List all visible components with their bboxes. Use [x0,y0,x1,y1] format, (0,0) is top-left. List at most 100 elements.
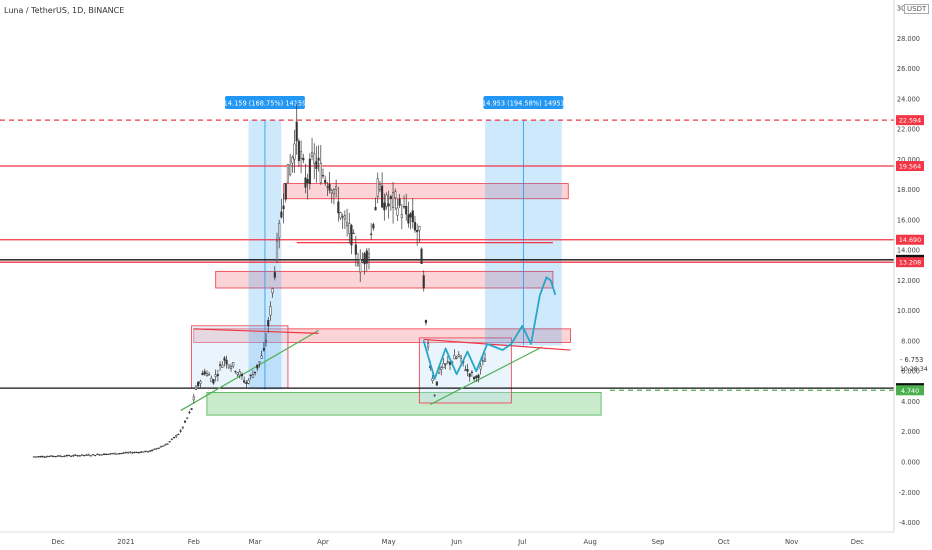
candle-body-48 [137,452,141,454]
candle-body-82 [212,379,215,384]
candle-body-22 [81,454,84,456]
candle-body-171 [407,214,410,224]
candle-body-39 [118,453,121,455]
candle-body-187 [442,363,445,368]
y-tick-label-16: -2.000 [899,489,920,497]
candle-body-7 [48,455,51,458]
candle-body-146 [352,232,355,234]
candle-body-93 [236,372,239,375]
candle-body-34 [107,453,110,455]
y-tick-label-12: 6.000 [901,368,920,376]
candle-body-27 [91,454,95,456]
candle-body-50 [142,451,145,453]
candle-body-175 [416,229,419,233]
x-tick-label-5: May [382,538,396,546]
candle-body-186 [440,367,443,370]
candle-body-73 [192,396,195,401]
y-tick-label-7: 16.000 [897,216,920,224]
candle-body-126 [308,158,311,185]
candle-body-19 [74,454,77,456]
price-badge-label-1: 19.564 [899,162,921,170]
y-tick-label-10: 10.000 [897,307,920,315]
candle-body-44 [129,451,132,453]
candle-body-190 [448,361,452,365]
y-tick-label-3: 24.000 [897,95,920,103]
candle-body-123 [302,157,305,161]
candle-body-117 [289,164,292,175]
candle-body-199 [468,373,471,377]
candle-body-121 [297,140,300,161]
candle-body-113 [280,211,283,218]
candle-body-79 [205,373,208,376]
price-axis[interactable]: 30.00028.00026.00024.00022.00020.00018.0… [893,0,932,532]
x-tick-label-9: Sep [652,538,665,546]
candle-body-30 [98,454,101,456]
candle-body-92 [234,370,237,373]
candle-body-70 [186,417,189,419]
candle-body-110 [273,272,276,278]
candle-body-10 [54,456,57,458]
countdown-label: 10:28:34 [900,366,928,373]
candle-body-84 [216,374,219,377]
candle-body-17 [70,455,73,457]
candle-body-131 [319,162,322,183]
candle-body-172 [409,213,412,218]
candle-body-147 [354,244,357,255]
candle-body-205 [481,360,484,362]
trendline-2 [430,346,543,406]
candle-body-139 [337,201,340,214]
candle-body-43 [127,452,130,454]
candle-body-46 [133,451,136,453]
price-badge-bg-6 [896,385,924,396]
candle-body-94 [238,371,241,376]
candle-body-114 [282,205,285,210]
candle-body-135 [328,184,331,191]
candle-body-127 [310,151,314,157]
currency-badge[interactable]: USDT [904,4,930,14]
candle-body-163 [389,196,392,200]
time-axis[interactable]: Dec 2021 Feb Mar Apr May Jun Jul Aug Sep Oct Nov Dec [0,531,894,546]
candle-body-75 [197,381,200,387]
candle-body-193 [455,356,458,359]
candle-body-165 [394,191,397,198]
candle-body-160 [383,202,386,211]
candle-body-174 [413,222,417,231]
candle-body-119 [293,143,296,160]
candle-body-158 [378,184,381,190]
candle-body-183 [433,395,436,397]
x-tick-label-7: Jul [517,538,526,546]
candle-body-152 [365,250,368,264]
candle-body-161 [385,194,388,207]
candle-body-26 [89,455,92,457]
candle-body-97 [245,382,248,385]
candle-body-197 [464,369,467,371]
y-tick-label-15: 0.000 [901,459,920,467]
candle-body-138 [335,186,338,190]
candle-body-173 [411,210,414,223]
candle-body-83 [214,374,217,377]
candle-body-25 [87,454,90,457]
support-zone-3 [206,392,602,416]
candle-body-18 [72,454,75,457]
candle-body-118 [291,156,294,164]
candle-body-202 [475,375,478,379]
candle-body-9 [52,455,55,457]
candle-body-176 [418,225,421,231]
candle-body-1 [35,456,38,458]
candle-body-56 [155,448,158,450]
candle-body-21 [78,455,81,457]
candle-body-69 [183,420,187,423]
trendline-3 [423,338,571,351]
candle-body-65 [175,434,178,437]
x-tick-label-10: Oct [718,538,730,546]
candle-body-157 [376,178,379,197]
candle-body-13 [61,456,64,458]
y-tick-label-9: 12.000 [897,277,920,285]
candle-body-108 [269,306,272,316]
projection-path [422,276,556,380]
candle-body-100 [251,374,254,378]
candle-body-4 [41,455,44,458]
candle-body-60 [164,444,167,446]
candle-body-132 [321,175,325,177]
